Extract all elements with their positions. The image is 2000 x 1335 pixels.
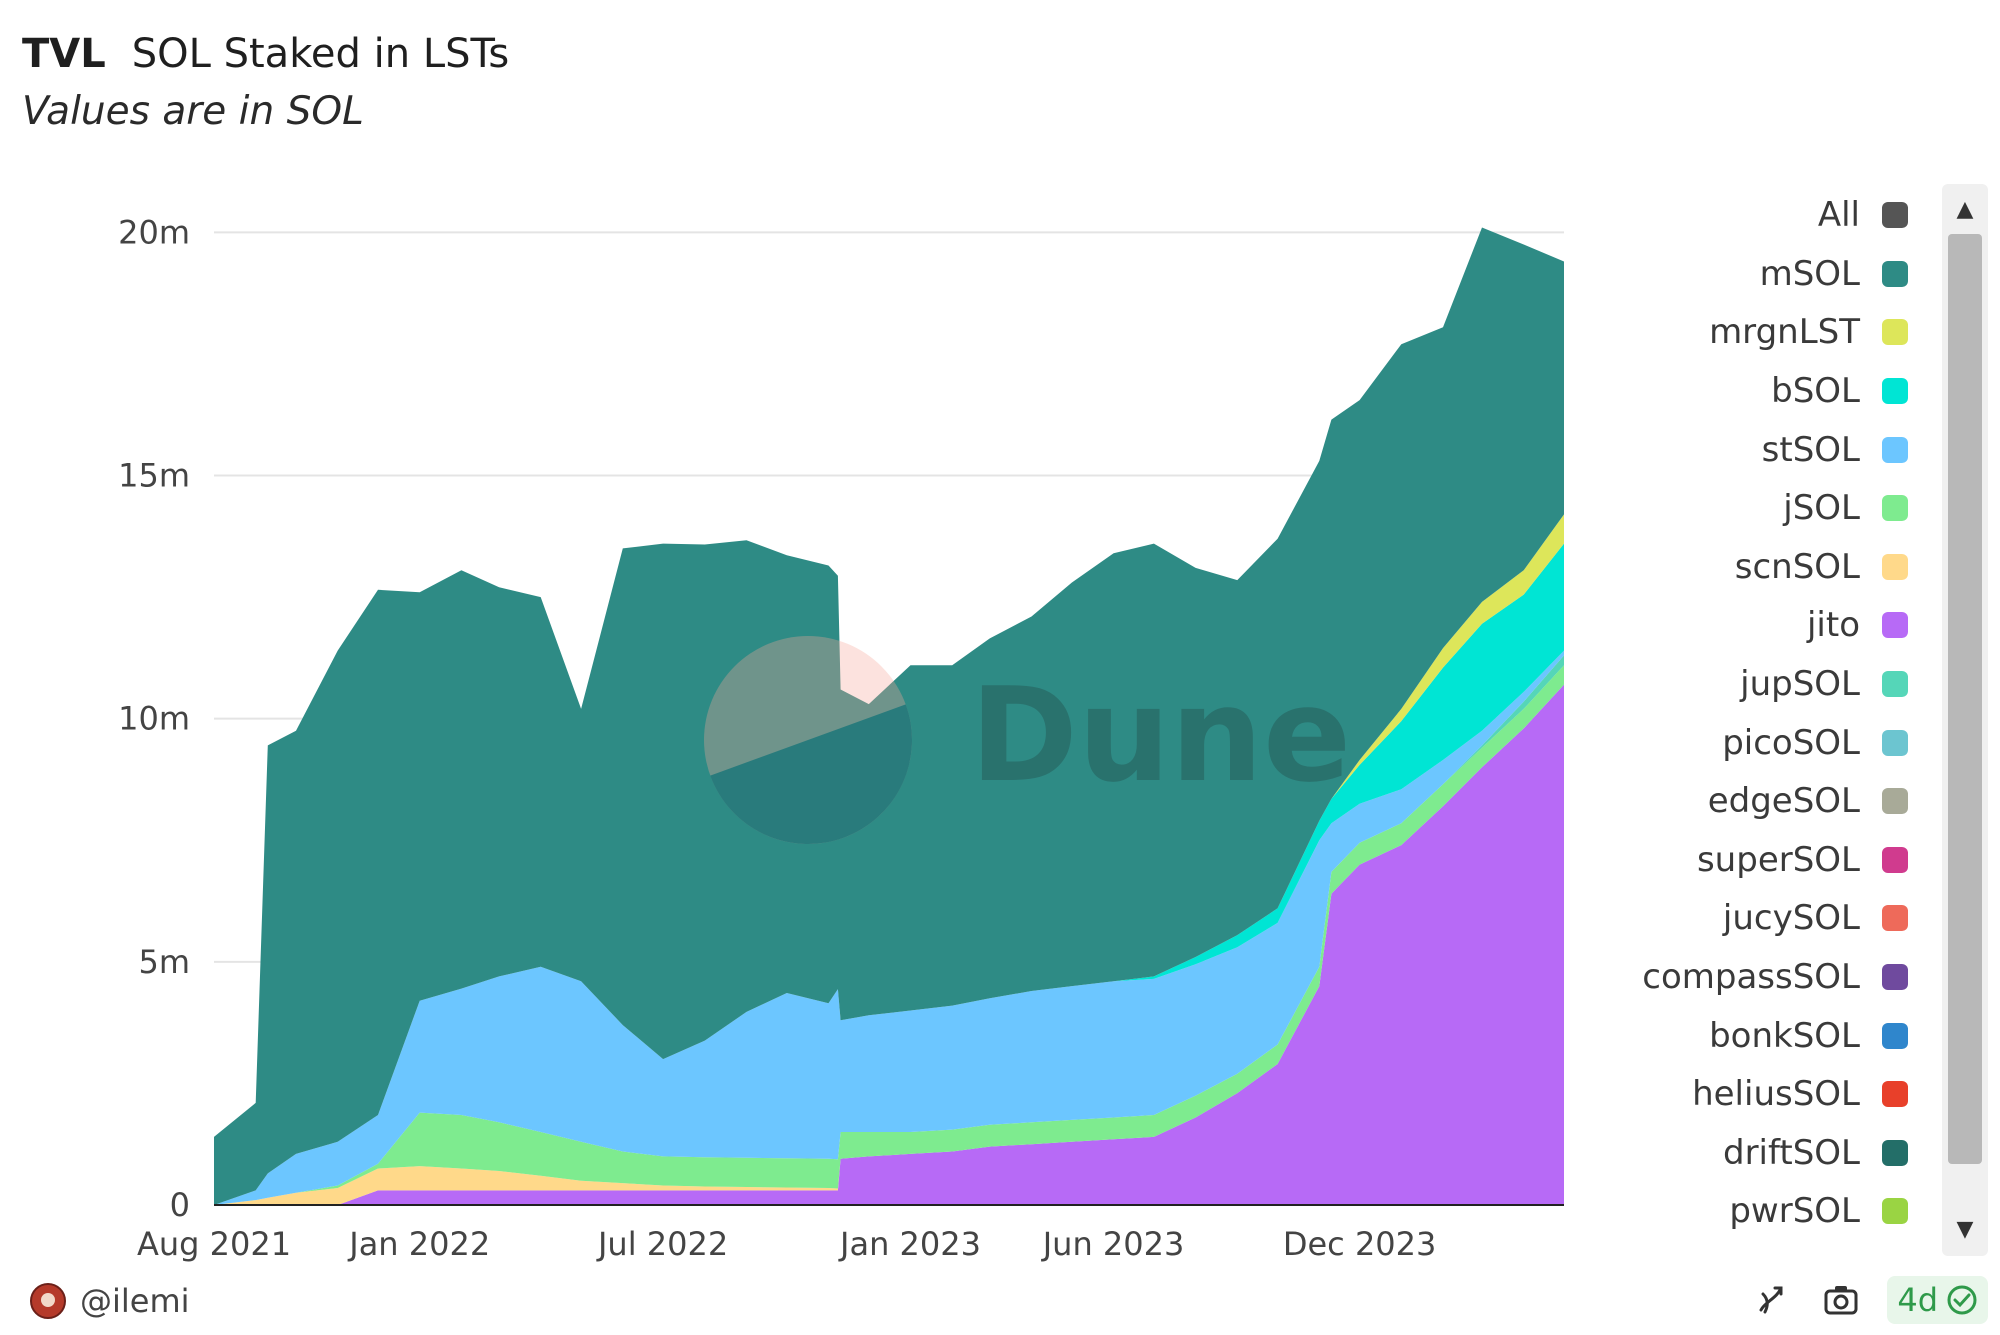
legend-swatch: [1882, 553, 1908, 580]
legend-swatch: [1882, 495, 1908, 522]
area-jito[interactable]: [214, 684, 1564, 1205]
author[interactable]: @ilemi: [30, 1282, 190, 1320]
chart-title: SOL Staked in LSTs: [131, 31, 510, 77]
watermark-text: Dune: [970, 659, 1351, 811]
x-tick-label: Aug 2021: [137, 1225, 291, 1263]
y-tick-label: 15m: [118, 456, 190, 494]
legend-swatch: [1882, 260, 1908, 287]
y-tick-label: 20m: [118, 213, 190, 251]
legend-label: jito: [1806, 605, 1860, 646]
legend-item[interactable]: heliusSOL: [1488, 1065, 1908, 1124]
legend-swatch: [1882, 964, 1908, 991]
legend-label: jucySOL: [1722, 898, 1860, 939]
legend-swatch: [1882, 1022, 1908, 1049]
area-series: [214, 227, 1564, 1206]
footer-tools: 4d: [1721, 1276, 1988, 1324]
area-bsol[interactable]: [214, 543, 1564, 1205]
legend-item[interactable]: pwrSOL: [1488, 1182, 1908, 1241]
legend-item[interactable]: scnSOL: [1488, 538, 1908, 597]
legend-swatch: [1882, 319, 1908, 346]
legend-label: compassSOL: [1642, 957, 1860, 998]
chart-tag: TVL: [22, 31, 106, 77]
legend-swatch: [1882, 1081, 1908, 1108]
chart-subtitle: Values are in SOL: [22, 89, 364, 134]
title-row: TVL SOL Staked in LSTs: [22, 26, 509, 82]
legend-label: mrgnLST: [1709, 312, 1860, 353]
scroll-thumb[interactable]: [1948, 234, 1982, 1164]
refresh-age: 4d: [1897, 1281, 1938, 1319]
area-stsol[interactable]: [214, 650, 1564, 1205]
legend-label: jupSOL: [1740, 664, 1860, 705]
legend-label: mSOL: [1759, 253, 1860, 294]
legend-item[interactable]: jupSOL: [1488, 655, 1908, 714]
legend-item[interactable]: jito: [1488, 596, 1908, 655]
legend-label: superSOL: [1696, 839, 1860, 880]
legend-label: stSOL: [1761, 429, 1860, 470]
legend-item[interactable]: All: [1488, 186, 1908, 245]
legend-swatch: [1882, 846, 1908, 873]
legend-item[interactable]: stSOL: [1488, 420, 1908, 479]
legend-item[interactable]: bonkSOL: [1488, 1006, 1908, 1065]
fork-icon[interactable]: [1751, 1280, 1791, 1320]
y-tick-label: 10m: [118, 700, 190, 738]
dune-watermark: Dune: [704, 636, 1351, 844]
legend-item[interactable]: mrgnLST: [1488, 303, 1908, 362]
check-circle-icon: [1947, 1285, 1977, 1315]
scroll-up-icon[interactable]: ▲: [1956, 197, 1974, 222]
y-tick-label: 0: [170, 1186, 190, 1224]
area-msol[interactable]: [214, 227, 1564, 1206]
legend-swatch: [1882, 905, 1908, 932]
stacked-area-chart: Dune 0 5m 10m 15m 20m Aug 2021 Jan 2022 Jul 202…: [118, 213, 1564, 1263]
legend-label: scnSOL: [1734, 546, 1860, 587]
legend-label: heliusSOL: [1692, 1074, 1860, 1115]
x-tick-label: Jun 2023: [1041, 1225, 1185, 1263]
username[interactable]: @ilemi: [80, 1282, 190, 1320]
legend-swatch: [1882, 378, 1908, 405]
legend-swatch: [1882, 788, 1908, 815]
legend-scrollbar[interactable]: ▲ ▼: [1942, 184, 1988, 1256]
legend-item[interactable]: superSOL: [1488, 831, 1908, 890]
watermark-circle-bottom: [710, 704, 912, 844]
legend-swatch: [1882, 202, 1908, 229]
x-tick-label: Jul 2022: [596, 1225, 728, 1263]
x-tick-label: Dec 2023: [1283, 1225, 1437, 1263]
legend-swatch: [1882, 436, 1908, 463]
avatar[interactable]: [30, 1283, 66, 1319]
legend-swatch: [1882, 1198, 1908, 1225]
legend-item[interactable]: jSOL: [1488, 479, 1908, 538]
legend-label: bonkSOL: [1709, 1015, 1860, 1056]
legend: All mSOL mrgnLST bSOL stSOL jSOL scnSOL jito jup…: [1488, 186, 1908, 1241]
legend-swatch: [1882, 1139, 1908, 1166]
legend-item[interactable]: driftSOL: [1488, 1124, 1908, 1183]
x-tick-label: Jan 2023: [838, 1225, 981, 1263]
legend-swatch: [1882, 612, 1908, 639]
chart-header: TVL SOL Staked in LSTs Values are in SOL: [22, 26, 509, 142]
y-tick-label: 5m: [138, 943, 190, 981]
legend-item[interactable]: bSOL: [1488, 362, 1908, 421]
legend-label: jSOL: [1783, 488, 1860, 529]
legend-label: bSOL: [1771, 371, 1860, 412]
legend-item[interactable]: edgeSOL: [1488, 772, 1908, 831]
axis-ticks: 0 5m 10m 15m 20m Aug 2021 Jan 2022 Jul 2022 Jan …: [118, 213, 1436, 1263]
camera-icon[interactable]: [1821, 1280, 1861, 1320]
legend-item[interactable]: jucySOL: [1488, 889, 1908, 948]
legend-label: pwrSOL: [1729, 1191, 1860, 1232]
legend-swatch: [1882, 729, 1908, 756]
watermark-circle-top: [704, 636, 912, 844]
refresh-badge[interactable]: 4d: [1887, 1276, 1988, 1324]
legend-label: edgeSOL: [1707, 781, 1860, 822]
legend-item[interactable]: mSOL: [1488, 245, 1908, 304]
legend-label: picoSOL: [1722, 722, 1860, 763]
legend-label: driftSOL: [1723, 1132, 1860, 1173]
legend-item[interactable]: picoSOL: [1488, 713, 1908, 772]
x-tick-label: Jan 2022: [347, 1225, 490, 1263]
scroll-down-icon[interactable]: ▼: [1956, 1217, 1974, 1242]
legend-item[interactable]: compassSOL: [1488, 948, 1908, 1007]
legend-swatch: [1882, 671, 1908, 698]
legend-label: All: [1817, 195, 1860, 236]
